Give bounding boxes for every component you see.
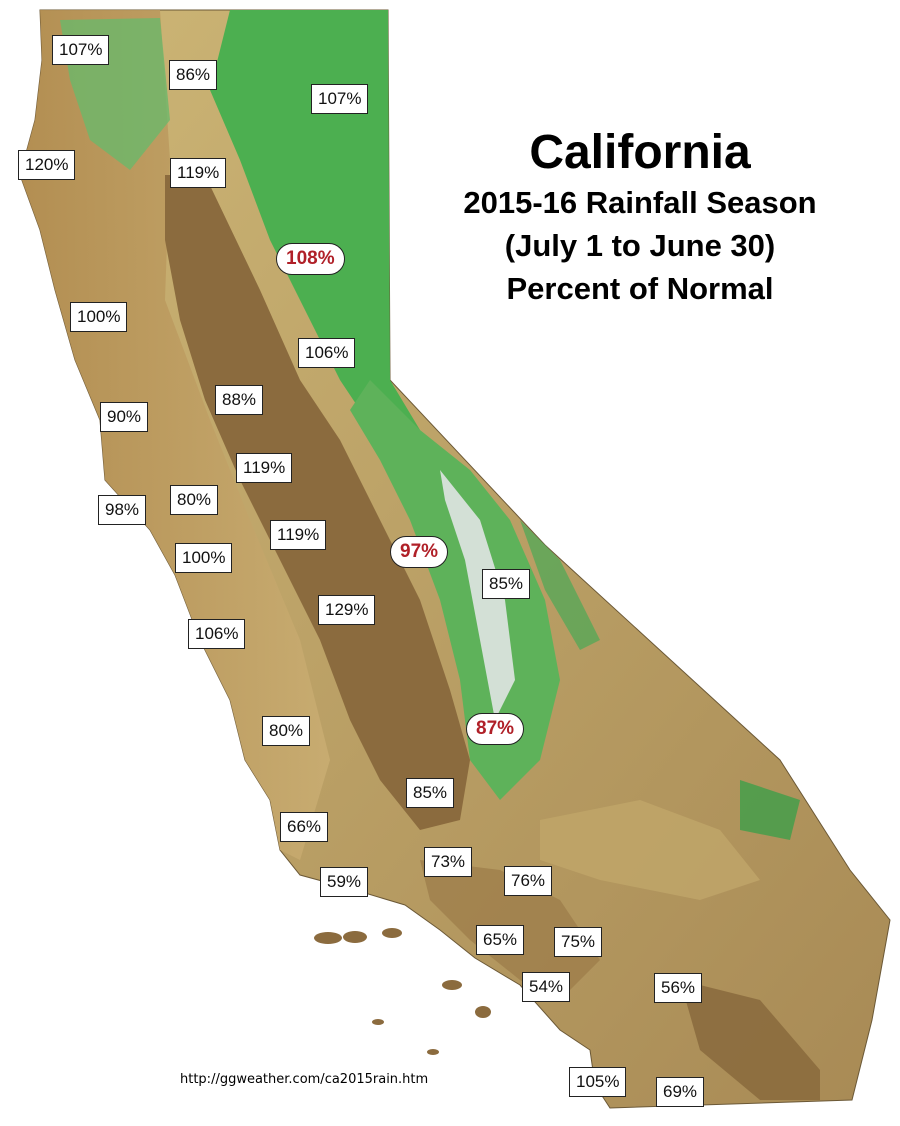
mojave-basin	[540, 800, 760, 900]
label-san-francisco: 98%	[98, 495, 147, 525]
label-blue-canyon: 106%	[298, 338, 356, 368]
label-eureka: 120%	[18, 150, 76, 180]
label-san-jose: 100%	[175, 543, 233, 573]
label-crescent-city: 107%	[52, 35, 110, 65]
label-long-beach: 54%	[522, 972, 571, 1002]
label-sacramento: 88%	[215, 385, 264, 415]
label-lancaster: 76%	[504, 866, 553, 896]
label-modesto: 119%	[270, 520, 327, 550]
label-los-angeles: 65%	[476, 925, 525, 955]
channel-island	[442, 980, 462, 990]
label-oakland: 80%	[170, 485, 219, 515]
label-ukiah: 100%	[70, 302, 128, 332]
label-yreka: 86%	[169, 60, 218, 90]
channel-island	[372, 1019, 384, 1025]
channel-island	[475, 1006, 491, 1018]
label-alturas: 107%	[311, 84, 369, 114]
white-mountains	[520, 520, 600, 650]
label-bishop: 85%	[482, 569, 531, 599]
coast-range	[20, 10, 330, 860]
label-el-centro: 69%	[656, 1077, 705, 1107]
northern-forest	[210, 10, 420, 440]
channel-island	[427, 1049, 439, 1055]
label-tulare-basin: 87%	[466, 713, 525, 745]
label-santa-maria: 66%	[280, 812, 329, 842]
label-santa-barbara: 59%	[320, 867, 369, 897]
channel-island	[314, 932, 342, 944]
sierra-crest	[440, 470, 515, 720]
desert-oasis	[740, 780, 800, 840]
label-salinas: 106%	[188, 619, 246, 649]
label-santa-rosa: 90%	[100, 402, 149, 432]
label-san-joaquin-sierra: 97%	[390, 536, 449, 568]
label-riverside: 75%	[554, 927, 603, 957]
label-bakersfield: 85%	[406, 778, 455, 808]
title-metric: Percent of Normal	[506, 271, 774, 306]
label-redding: 119%	[170, 158, 227, 188]
label-sandberg: 73%	[424, 847, 473, 877]
imperial-valley	[680, 980, 820, 1100]
label-stockton: 119%	[236, 453, 293, 483]
source-url: http://ggweather.com/ca2015rain.htm	[180, 1072, 429, 1087]
central-valley	[165, 175, 470, 830]
label-san-diego: 105%	[569, 1067, 627, 1097]
label-fresno: 129%	[318, 595, 376, 625]
channel-island	[343, 931, 367, 943]
title-dates: (July 1 to June 30)	[504, 228, 776, 263]
channel-island	[382, 928, 402, 938]
map-title: California 2015-16 Rainfall Season (July…	[420, 125, 860, 310]
title-state: California	[529, 126, 751, 179]
label-paso-robles: 80%	[262, 716, 311, 746]
title-season: 2015-16 Rainfall Season	[463, 185, 817, 220]
label-northern-sierra: 108%	[276, 243, 345, 275]
label-palm-springs: 56%	[654, 973, 703, 1003]
